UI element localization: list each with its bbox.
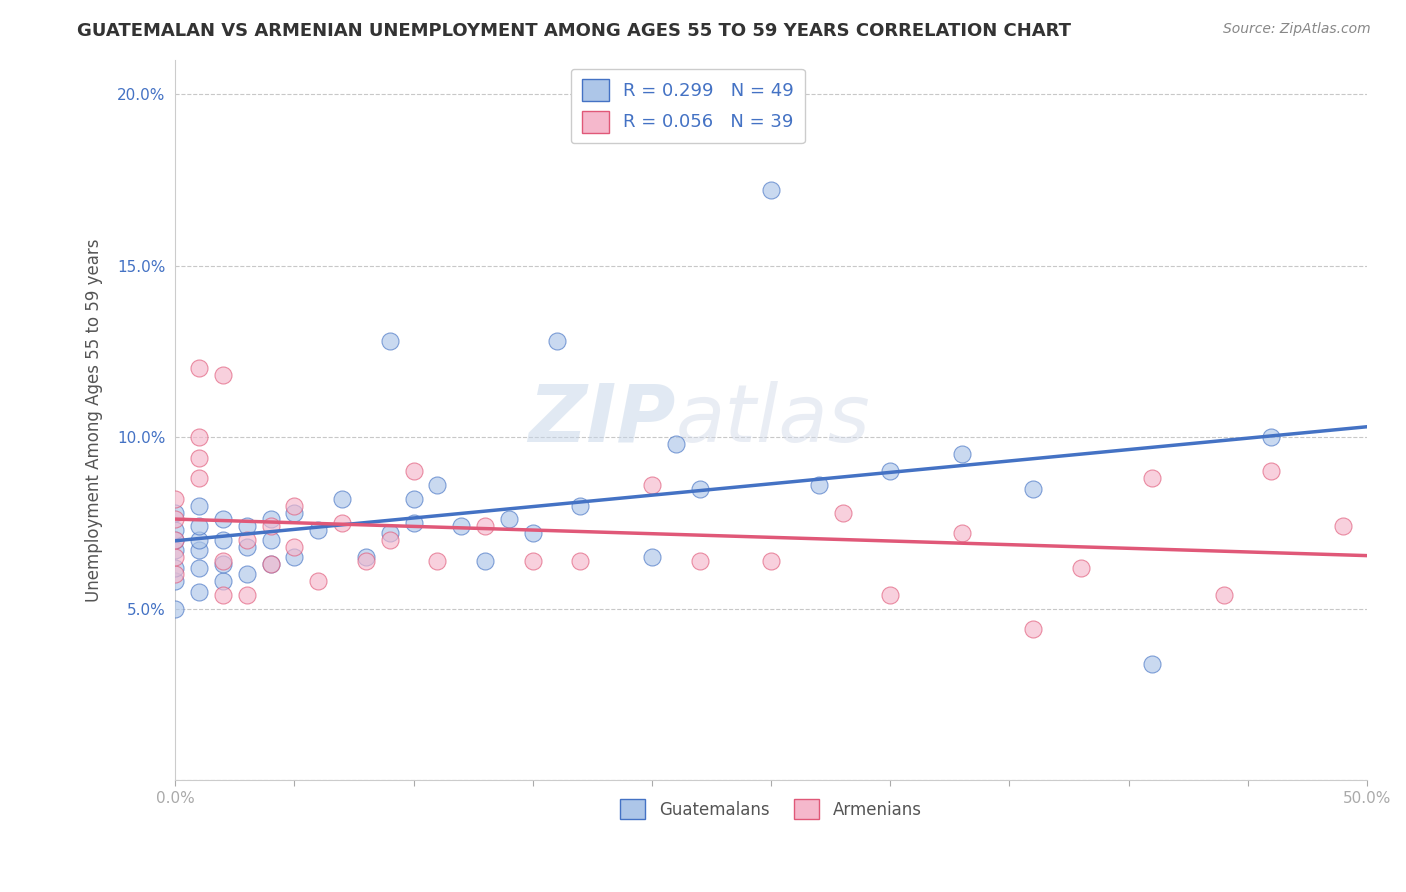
- Text: ZIP: ZIP: [529, 381, 676, 459]
- Point: [236, 588, 259, 602]
- Point: [1212, 588, 1234, 602]
- Point: [165, 543, 187, 558]
- Point: [950, 526, 973, 541]
- Point: [378, 334, 401, 348]
- Point: [950, 447, 973, 461]
- Point: [569, 499, 592, 513]
- Point: [759, 183, 782, 197]
- Point: [188, 543, 211, 558]
- Y-axis label: Unemployment Among Ages 55 to 59 years: Unemployment Among Ages 55 to 59 years: [86, 238, 103, 602]
- Point: [188, 361, 211, 376]
- Point: [212, 512, 235, 526]
- Point: [212, 533, 235, 547]
- Point: [354, 554, 377, 568]
- Point: [307, 574, 329, 589]
- Point: [165, 491, 187, 506]
- Point: [188, 533, 211, 547]
- Point: [378, 533, 401, 547]
- Point: [188, 471, 211, 485]
- Point: [165, 523, 187, 537]
- Point: [689, 482, 711, 496]
- Point: [546, 334, 568, 348]
- Point: [307, 523, 329, 537]
- Point: [807, 478, 830, 492]
- Point: [522, 526, 544, 541]
- Point: [474, 554, 496, 568]
- Point: [165, 567, 187, 582]
- Point: [879, 465, 901, 479]
- Point: [212, 588, 235, 602]
- Point: [165, 533, 187, 547]
- Point: [569, 554, 592, 568]
- Point: [1070, 560, 1092, 574]
- Point: [212, 554, 235, 568]
- Point: [1260, 430, 1282, 444]
- Point: [283, 499, 305, 513]
- Point: [831, 506, 853, 520]
- Point: [498, 512, 520, 526]
- Point: [188, 499, 211, 513]
- Point: [1260, 465, 1282, 479]
- Point: [402, 465, 425, 479]
- Point: [165, 560, 187, 574]
- Point: [426, 554, 449, 568]
- Point: [259, 557, 281, 571]
- Point: [188, 584, 211, 599]
- Point: [641, 478, 664, 492]
- Point: [165, 506, 187, 520]
- Point: [474, 519, 496, 533]
- Point: [259, 557, 281, 571]
- Point: [330, 491, 353, 506]
- Point: [236, 567, 259, 582]
- Point: [165, 574, 187, 589]
- Point: [212, 368, 235, 383]
- Point: [283, 550, 305, 565]
- Point: [236, 540, 259, 554]
- Point: [426, 478, 449, 492]
- Point: [212, 574, 235, 589]
- Point: [665, 437, 688, 451]
- Point: [1142, 471, 1164, 485]
- Point: [402, 491, 425, 506]
- Point: [165, 550, 187, 565]
- Point: [759, 554, 782, 568]
- Point: [212, 557, 235, 571]
- Point: [330, 516, 353, 530]
- Point: [1142, 657, 1164, 671]
- Point: [165, 533, 187, 547]
- Point: [236, 519, 259, 533]
- Point: [354, 550, 377, 565]
- Point: [188, 560, 211, 574]
- Point: [259, 512, 281, 526]
- Point: [689, 554, 711, 568]
- Point: [879, 588, 901, 602]
- Point: [1331, 519, 1354, 533]
- Point: [283, 506, 305, 520]
- Point: [1022, 482, 1045, 496]
- Point: [259, 533, 281, 547]
- Point: [188, 450, 211, 465]
- Point: [165, 512, 187, 526]
- Legend: Guatemalans, Armenians: Guatemalans, Armenians: [614, 792, 928, 826]
- Point: [188, 430, 211, 444]
- Point: [188, 519, 211, 533]
- Point: [378, 526, 401, 541]
- Text: atlas: atlas: [676, 381, 870, 459]
- Text: GUATEMALAN VS ARMENIAN UNEMPLOYMENT AMONG AGES 55 TO 59 YEARS CORRELATION CHART: GUATEMALAN VS ARMENIAN UNEMPLOYMENT AMON…: [77, 22, 1071, 40]
- Point: [450, 519, 472, 533]
- Text: Source: ZipAtlas.com: Source: ZipAtlas.com: [1223, 22, 1371, 37]
- Point: [1022, 622, 1045, 636]
- Point: [402, 516, 425, 530]
- Point: [522, 554, 544, 568]
- Point: [283, 540, 305, 554]
- Point: [259, 519, 281, 533]
- Point: [165, 601, 187, 615]
- Point: [641, 550, 664, 565]
- Point: [236, 533, 259, 547]
